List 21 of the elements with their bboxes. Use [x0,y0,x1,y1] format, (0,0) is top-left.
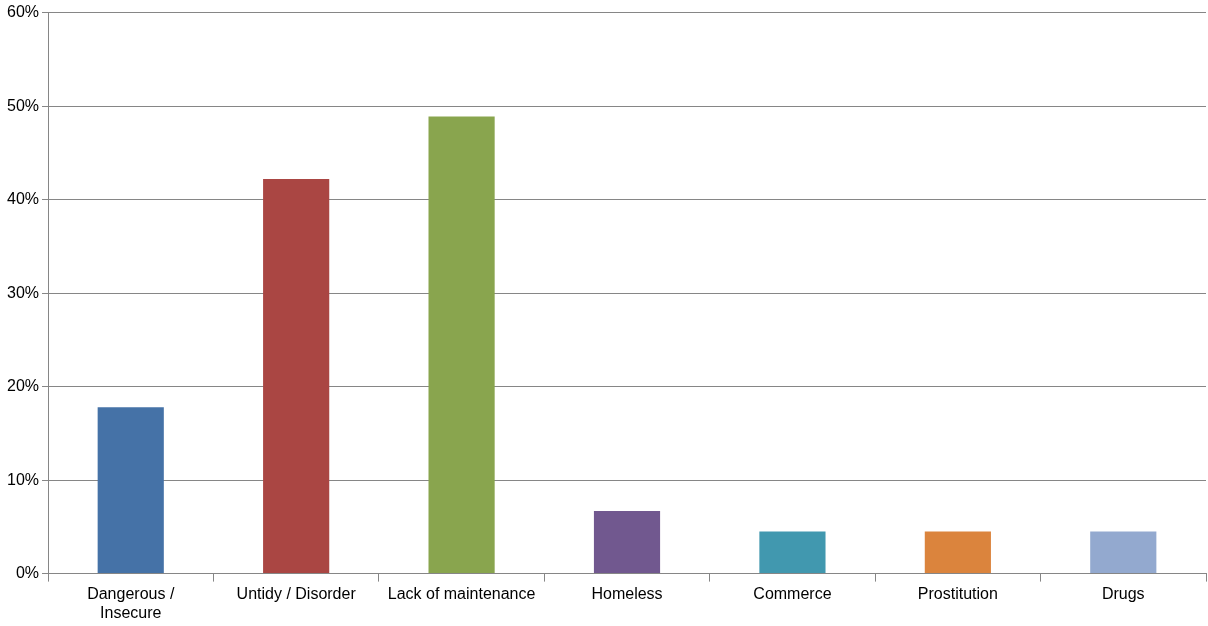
x-tick-label: Prostitution [917,584,998,602]
x-tick-label: Homeless [591,584,663,602]
bar [759,531,826,574]
bar [1090,531,1157,574]
y-tick-label: 40% [6,190,40,208]
y-tick-label: 20% [6,377,40,395]
x-tick-label: Dangerous / Insecure [87,584,175,621]
x-tick-label: Commerce [753,584,832,602]
bar [428,116,495,574]
y-tick-label: 30% [6,283,40,301]
x-tick-label: Untidy / Disorder [236,584,357,602]
x-tick-label: Lack of maintenance [387,584,536,602]
bar [593,510,661,574]
bar [97,407,164,574]
y-tick-label: 10% [6,470,40,488]
y-tick-label: 0% [15,564,40,582]
bar [924,531,991,574]
y-tick-label: 50% [6,96,40,114]
x-tick-label: Drugs [1101,584,1145,602]
bar [263,179,330,574]
y-tick-label: 60% [6,3,40,21]
